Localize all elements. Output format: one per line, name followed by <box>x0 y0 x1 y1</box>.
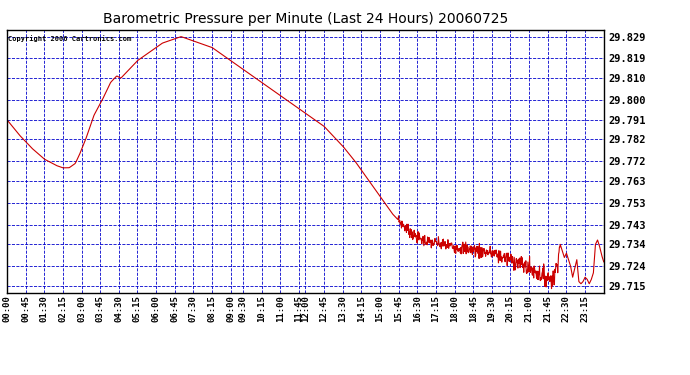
Title: Barometric Pressure per Minute (Last 24 Hours) 20060725: Barometric Pressure per Minute (Last 24 … <box>103 12 508 26</box>
Text: Copyright 2006 Cartronics.com: Copyright 2006 Cartronics.com <box>8 35 131 42</box>
